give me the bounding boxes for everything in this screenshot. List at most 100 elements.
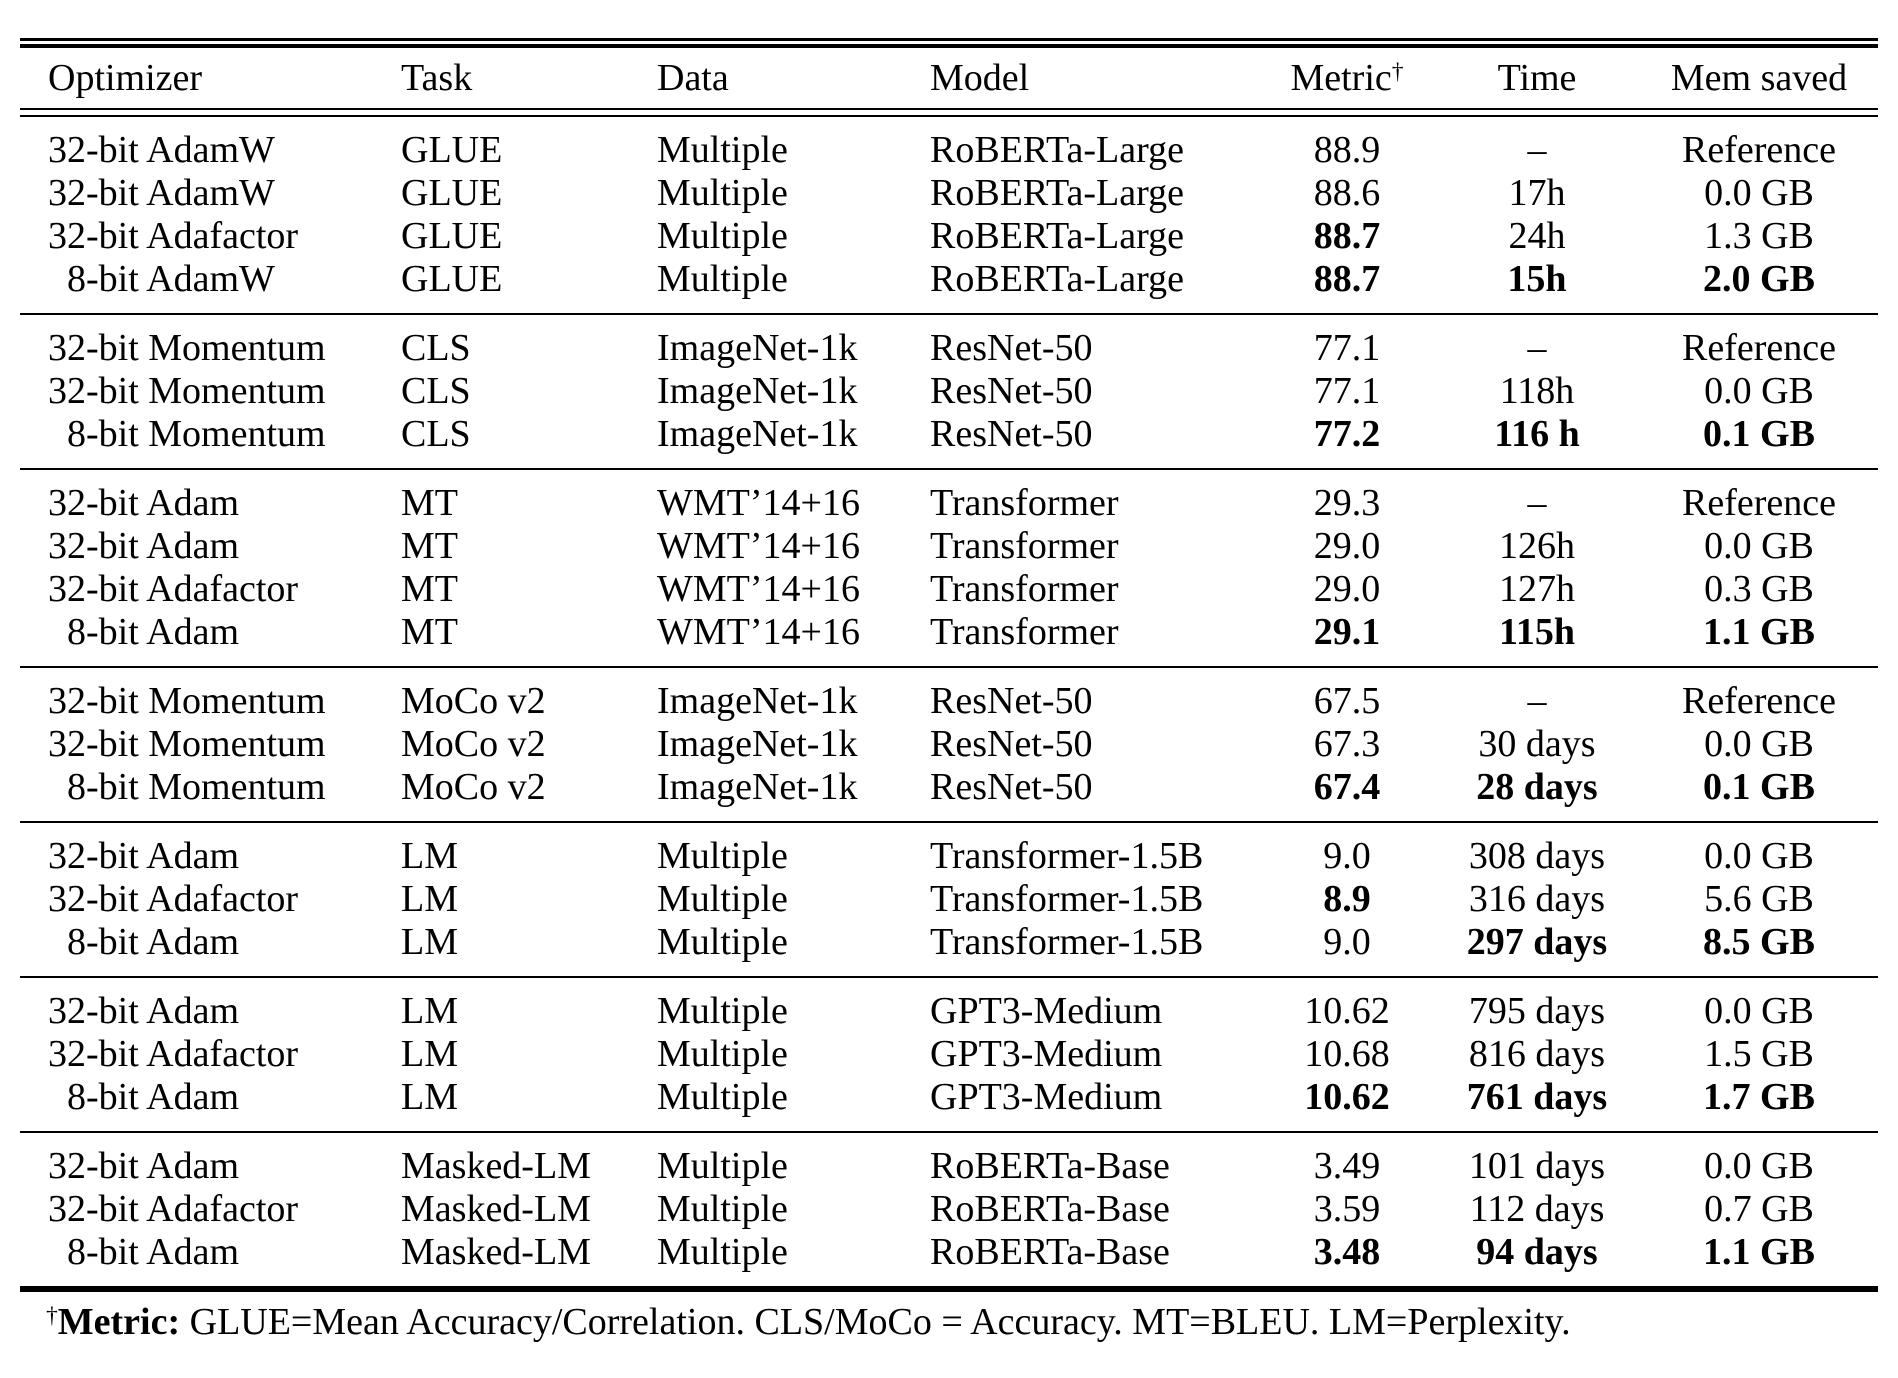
- cell-optimizer: 8-bit Adam: [48, 921, 240, 963]
- column-header-model: Model: [930, 57, 1030, 99]
- cell-task: LM: [401, 990, 458, 1032]
- cell-mem-saved: 0.1 GB: [1703, 766, 1815, 808]
- group-separator-rule: [20, 821, 1878, 823]
- table-row: 32-bit Adafactor LM Multiple Transformer…: [20, 878, 1878, 921]
- cell-data: Multiple: [657, 1076, 788, 1118]
- cell-model: Transformer-1.5B: [930, 878, 1204, 920]
- cell-time: 30 days: [1478, 723, 1596, 765]
- cell-time: 112 days: [1469, 1188, 1605, 1230]
- cell-data: ImageNet-1k: [657, 413, 858, 455]
- cell-metric: 29.1: [1313, 611, 1381, 653]
- table-header-row: Optimizer Task Data Model Metric† Time M…: [20, 48, 1878, 108]
- cell-metric: 10.62: [1304, 990, 1390, 1032]
- cell-task: MoCo v2: [401, 766, 546, 808]
- group-separator-rule: [20, 1131, 1878, 1133]
- cell-model: ResNet-50: [930, 680, 1093, 722]
- cell-task: GLUE: [401, 129, 503, 171]
- cell-time: 15h: [1507, 258, 1567, 300]
- table-row: 32-bit Momentum CLS ImageNet-1k ResNet-5…: [20, 370, 1878, 413]
- cell-model: GPT3-Medium: [930, 1076, 1163, 1118]
- cell-data: Multiple: [657, 1188, 788, 1230]
- cell-metric: 88.6: [1313, 172, 1381, 214]
- table-group: 32-bit Adam LM Multiple GPT3-Medium 10.6…: [20, 978, 1878, 1131]
- cell-time: 17h: [1508, 172, 1566, 214]
- cell-mem-saved: 0.0 GB: [1704, 723, 1814, 765]
- cell-optimizer: 8-bit Adam: [48, 1231, 240, 1273]
- cell-model: Transformer: [930, 482, 1119, 524]
- cell-optimizer: 32-bit Adafactor: [48, 878, 299, 920]
- cell-model: Transformer: [930, 611, 1119, 653]
- cell-data: WMT’14+16: [657, 525, 860, 567]
- cell-mem-saved: 1.7 GB: [1703, 1076, 1815, 1118]
- footnote-text: GLUE=Mean Accuracy/Correlation. CLS/MoCo…: [180, 1301, 1571, 1343]
- table-row: 32-bit AdamW GLUE Multiple RoBERTa-Large…: [20, 172, 1878, 215]
- cell-model: RoBERTa-Base: [930, 1188, 1170, 1230]
- cell-metric: 8.9: [1323, 878, 1371, 920]
- table-bottom-rule: [20, 1286, 1878, 1292]
- cell-metric: 9.0: [1323, 835, 1371, 877]
- column-header-task: Task: [401, 57, 473, 99]
- table-group: 32-bit Adam LM Multiple Transformer-1.5B…: [20, 823, 1878, 976]
- cell-model: RoBERTa-Large: [930, 215, 1184, 257]
- group-separator-rule: [20, 313, 1878, 315]
- table-row: 8-bit Momentum MoCo v2 ImageNet-1k ResNe…: [20, 766, 1878, 809]
- table-group: 32-bit Momentum CLS ImageNet-1k ResNet-5…: [20, 315, 1878, 468]
- cell-task: MoCo v2: [401, 723, 546, 765]
- table-row: 32-bit Momentum CLS ImageNet-1k ResNet-5…: [20, 327, 1878, 370]
- cell-task: GLUE: [401, 258, 503, 300]
- cell-task: GLUE: [401, 215, 503, 257]
- cell-optimizer: 32-bit Adam: [48, 835, 240, 877]
- dagger-superscript-icon: †: [1391, 59, 1404, 86]
- metric-header-text: Metric: [1290, 57, 1392, 99]
- cell-mem-saved: 0.0 GB: [1704, 1145, 1814, 1187]
- cell-optimizer: 32-bit Adafactor: [48, 1188, 299, 1230]
- cell-time: 24h: [1508, 215, 1566, 257]
- cell-model: ResNet-50: [930, 370, 1093, 412]
- cell-task: Masked-LM: [401, 1145, 591, 1187]
- cell-mem-saved: Reference: [1682, 327, 1836, 369]
- column-header-mem-saved: Mem saved: [1670, 57, 1848, 99]
- cell-optimizer: 8-bit Momentum: [48, 413, 326, 455]
- cell-model: Transformer-1.5B: [930, 835, 1204, 877]
- cell-task: LM: [401, 835, 458, 877]
- cell-metric: 29.0: [1313, 568, 1381, 610]
- cell-optimizer: 32-bit AdamW: [48, 129, 275, 171]
- cell-data: Multiple: [657, 129, 788, 171]
- cell-optimizer: 32-bit Adafactor: [48, 568, 299, 610]
- cell-optimizer: 8-bit AdamW: [48, 258, 275, 300]
- cell-mem-saved: 2.0 GB: [1703, 258, 1815, 300]
- cell-time: –: [1527, 680, 1547, 722]
- cell-data: Multiple: [657, 172, 788, 214]
- cell-optimizer: 32-bit Momentum: [48, 680, 326, 722]
- cell-time: 116 h: [1494, 413, 1580, 455]
- table-body: 32-bit AdamW GLUE Multiple RoBERTa-Large…: [20, 117, 1878, 1286]
- table-row: 8-bit Adam LM Multiple Transformer-1.5B …: [20, 921, 1878, 964]
- cell-metric: 77.2: [1313, 413, 1381, 455]
- group-separator-rule: [20, 976, 1878, 978]
- cell-metric: 67.5: [1313, 680, 1381, 722]
- table-footnote: †Metric: GLUE=Mean Accuracy/Correlation.…: [20, 1296, 1878, 1348]
- dagger-superscript-icon: †: [46, 1303, 58, 1330]
- cell-optimizer: 32-bit Adafactor: [48, 215, 299, 257]
- cell-data: Multiple: [657, 1231, 788, 1273]
- cell-task: MT: [401, 482, 458, 524]
- cell-task: MT: [401, 525, 458, 567]
- cell-task: MoCo v2: [401, 680, 546, 722]
- table-row: 32-bit Adafactor GLUE Multiple RoBERTa-L…: [20, 215, 1878, 258]
- cell-time: –: [1527, 327, 1547, 369]
- cell-model: ResNet-50: [930, 413, 1093, 455]
- cell-metric: 77.1: [1313, 327, 1381, 369]
- cell-optimizer: 32-bit Adam: [48, 990, 240, 1032]
- cell-task: Masked-LM: [401, 1231, 591, 1273]
- cell-model: RoBERTa-Large: [930, 258, 1184, 300]
- column-header-time: Time: [1497, 57, 1577, 99]
- cell-data: Multiple: [657, 835, 788, 877]
- cell-optimizer: 32-bit Adafactor: [48, 1033, 299, 1075]
- cell-optimizer: 8-bit Momentum: [48, 766, 326, 808]
- cell-metric: 3.59: [1313, 1188, 1381, 1230]
- cell-metric: 88.7: [1313, 258, 1381, 300]
- group-separator-rule: [20, 666, 1878, 668]
- cell-task: CLS: [401, 327, 471, 369]
- cell-time: 101 days: [1468, 1145, 1606, 1187]
- cell-mem-saved: 0.0 GB: [1704, 990, 1814, 1032]
